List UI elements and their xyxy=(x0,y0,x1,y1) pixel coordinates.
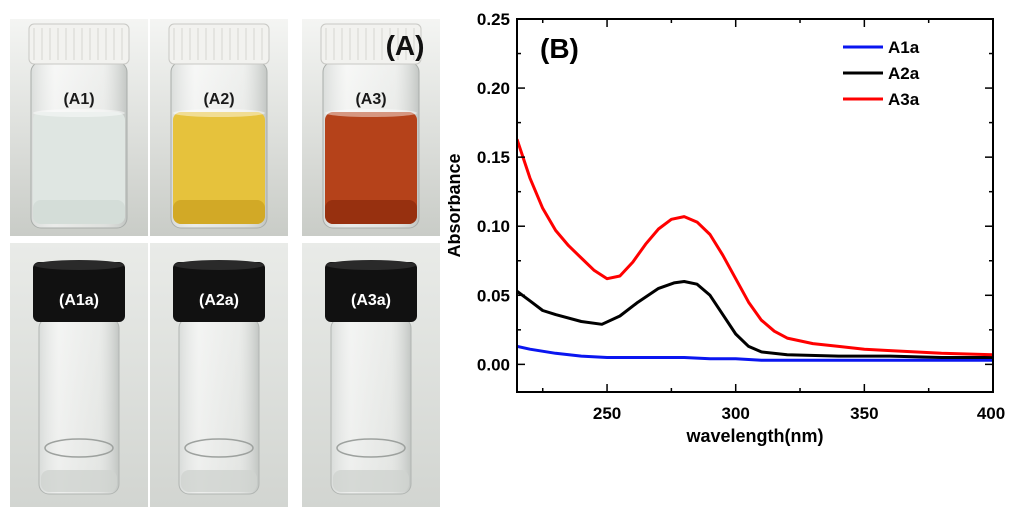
vial-meniscus xyxy=(325,109,417,117)
vial-liquid xyxy=(41,470,117,492)
vial-label: (A1a) xyxy=(59,292,99,309)
vial-cap xyxy=(168,23,270,65)
vial-cap xyxy=(33,262,125,322)
vial-cap-top xyxy=(326,260,416,270)
vial-label: (A2a) xyxy=(199,292,239,309)
vial-liquid xyxy=(325,112,417,224)
legend-label: A3a xyxy=(888,90,920,109)
x-tick-label: 250 xyxy=(593,404,621,423)
y-tick-label: 0.25 xyxy=(477,10,510,29)
vial-liquid-surface xyxy=(44,438,114,458)
legend-label: A1a xyxy=(888,38,920,57)
x-tick-label: 300 xyxy=(722,404,750,423)
x-tick-label: 400 xyxy=(977,404,1005,423)
x-axis-label: wavelength(nm) xyxy=(685,426,823,446)
panel-b-label: (B) xyxy=(540,33,579,64)
vial-label: (A3a) xyxy=(351,292,391,309)
y-axis-label: Absorbance xyxy=(448,153,464,257)
vial-liquid xyxy=(173,112,265,224)
vial-photo-panel: (A1) (A2) (A3) (A1a) (A2a) (A3a) (A) xyxy=(0,0,448,507)
vial-label: (A2) xyxy=(203,91,234,108)
y-tick-label: 0.15 xyxy=(477,148,510,167)
series-line-A2a xyxy=(517,280,993,359)
vial-liquid-bottom xyxy=(33,200,125,224)
vial-liquid xyxy=(333,470,409,492)
absorbance-chart-panel: 250 300 350 400 0.00 0.05 0.10 0.15 0.20 0.25 wave… xyxy=(444,0,1012,507)
y-tick-label: 0.05 xyxy=(477,286,510,305)
vial-cap xyxy=(320,23,422,65)
y-tick-label: 0.10 xyxy=(477,217,510,236)
vial-body xyxy=(178,317,260,495)
y-tick-label: 0.20 xyxy=(477,79,510,98)
vial-cap xyxy=(173,262,265,322)
plot-frame xyxy=(516,18,994,393)
vial-liquid-bottom xyxy=(173,200,265,224)
vial-liquid-bottom xyxy=(325,200,417,224)
vial-liquid xyxy=(33,112,125,224)
legend-label: A2a xyxy=(888,64,920,83)
vial-photo-grid: (A1) (A2) (A3) (A1a) (A2a) (A3a) (A) xyxy=(10,19,440,507)
vial-liquid-surface xyxy=(336,438,406,458)
vial-cap xyxy=(325,262,417,322)
y-tick-label: 0.00 xyxy=(477,355,510,374)
vial-label: (A3) xyxy=(355,91,386,108)
vial-meniscus xyxy=(33,109,125,117)
x-tick-label: 350 xyxy=(850,404,878,423)
vial-cap-top xyxy=(174,260,264,270)
vial-liquid xyxy=(181,470,257,492)
series-line-A1a xyxy=(517,344,993,362)
vial-body xyxy=(330,317,412,495)
vial-body xyxy=(38,317,120,495)
series-line-A3a xyxy=(517,138,993,357)
vial-cap-top xyxy=(34,260,124,270)
vial-meniscus xyxy=(173,109,265,117)
vial-liquid-surface xyxy=(184,438,254,458)
vial-cap xyxy=(28,23,130,65)
vial-label: (A1) xyxy=(63,91,94,108)
panel-a-label: (A) xyxy=(386,30,425,61)
absorbance-chart: 250 300 350 400 0.00 0.05 0.10 0.15 0.20 0.25 wave… xyxy=(444,10,1005,446)
